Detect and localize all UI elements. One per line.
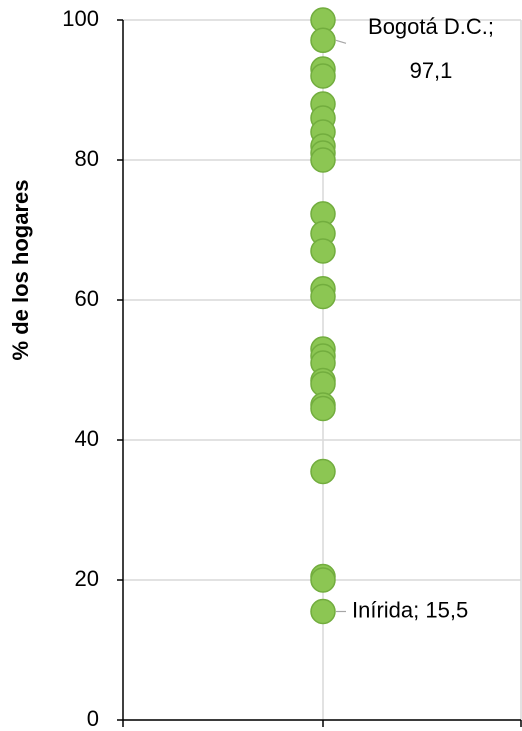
data-point	[310, 147, 336, 173]
data-label: Bogotá D.C.;	[368, 14, 494, 39]
data-point	[310, 458, 336, 485]
data-point	[310, 598, 336, 625]
data-point	[310, 395, 336, 422]
y-tick-label: 60	[75, 286, 99, 311]
y-tick-label: 40	[75, 426, 99, 451]
data-point	[310, 238, 336, 264]
leader-line	[335, 39, 347, 44]
data-label: Inírida; 15,5	[352, 597, 468, 622]
data-point	[310, 283, 336, 310]
y-axis-label: % de los hogares	[8, 180, 33, 361]
data-point	[310, 63, 336, 89]
y-tick-label: 80	[75, 146, 99, 171]
data-point	[310, 567, 336, 593]
y-tick-label: 100	[62, 6, 99, 31]
data-point	[310, 27, 336, 54]
y-tick-label: 20	[75, 566, 99, 591]
y-tick-label: 0	[87, 706, 99, 731]
data-label: 97,1	[410, 58, 453, 83]
